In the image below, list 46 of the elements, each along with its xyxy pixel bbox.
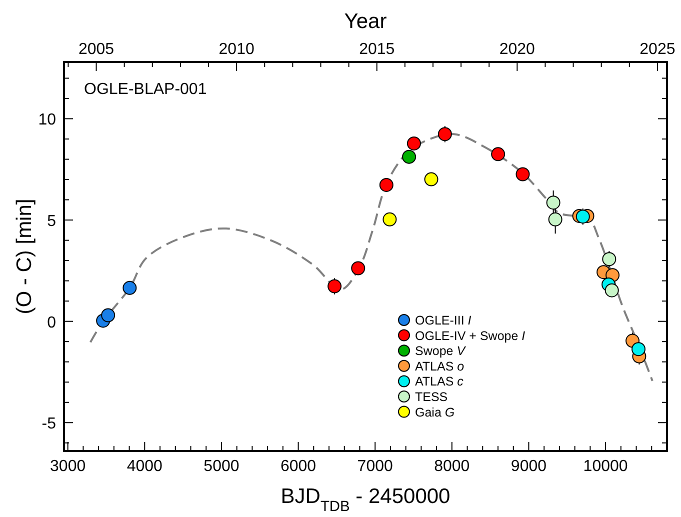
x-tick-label: 7000 xyxy=(357,458,393,475)
x-tick-label: 10000 xyxy=(583,458,628,475)
x-tick-label: 6000 xyxy=(280,458,316,475)
x2-tick-label: 2025 xyxy=(640,41,676,58)
x-tick-label: 3000 xyxy=(50,458,86,475)
point xyxy=(424,172,438,186)
x-tick-label: 5000 xyxy=(204,458,240,475)
legend-label: OGLE-IV + Swope I xyxy=(415,328,526,343)
point xyxy=(402,150,416,164)
point xyxy=(576,210,590,224)
y-tick-label: 10 xyxy=(38,112,56,129)
y-tick-label: 0 xyxy=(47,314,56,332)
annotation: OGLE-BLAP-001 xyxy=(84,81,207,98)
legend-label: Gaia G xyxy=(415,405,455,420)
point xyxy=(382,212,397,226)
point xyxy=(516,167,530,182)
legend-label: TESS xyxy=(415,390,448,404)
point xyxy=(546,196,560,210)
y-tick-label: 5 xyxy=(47,213,56,230)
x-axis-title: BJD$_{TDB}$ - 2450000 xyxy=(280,485,450,515)
legend-label: Swope V xyxy=(415,344,467,358)
x2-tick-label: 2015 xyxy=(359,41,395,58)
x2-tick-label: 2010 xyxy=(218,41,254,58)
point xyxy=(351,261,366,276)
x-tick-label: 4000 xyxy=(126,458,163,475)
legend-label: ATLAS o xyxy=(415,359,464,374)
x2-tick-label: 2020 xyxy=(499,41,536,58)
x-tick-label: 9000 xyxy=(510,458,547,475)
y-tick-label: -5 xyxy=(42,416,56,433)
point xyxy=(379,178,394,192)
point xyxy=(602,252,616,266)
point xyxy=(604,283,619,298)
point xyxy=(491,147,506,162)
point xyxy=(548,212,562,226)
y-axis-title: (O - C) [min] xyxy=(13,198,36,314)
legend-label: ATLAS c xyxy=(415,374,464,389)
x2-tick-label: 2005 xyxy=(78,41,114,58)
point xyxy=(101,308,116,322)
point xyxy=(438,127,452,142)
point xyxy=(328,279,342,294)
point xyxy=(632,342,646,356)
point xyxy=(122,280,137,295)
point xyxy=(406,136,421,150)
x-tick-label: 8000 xyxy=(434,458,470,475)
legend-label: OGLE-III I xyxy=(415,314,472,328)
x2-axis-title: Year xyxy=(344,10,387,33)
